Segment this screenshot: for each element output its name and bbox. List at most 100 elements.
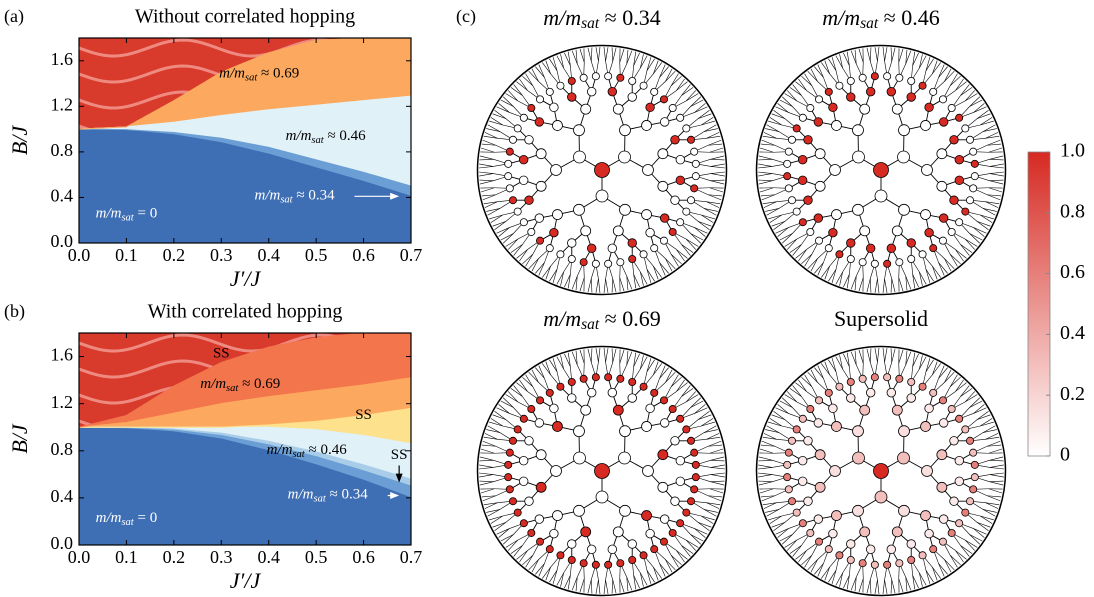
site <box>573 124 585 137</box>
site <box>607 387 618 398</box>
lattice-title-base: m/m <box>822 5 860 30</box>
phase-region <box>79 333 411 428</box>
lattice-bond <box>919 355 923 370</box>
panel-title: Without correlated hopping <box>135 6 355 28</box>
site <box>947 104 956 113</box>
lattice-bond <box>777 528 789 538</box>
site <box>690 485 699 494</box>
site <box>687 436 696 445</box>
lattice-bond <box>490 214 503 223</box>
lattice-bond <box>701 515 715 521</box>
lattice-bond <box>759 448 774 454</box>
lattice-title: m/msat ≈ 0.46 <box>822 5 939 31</box>
site <box>961 124 970 133</box>
lattice-bond <box>665 559 673 573</box>
site <box>552 120 563 131</box>
lattice-bond <box>768 515 782 521</box>
site <box>690 448 699 457</box>
phase-region <box>79 427 411 545</box>
lattice-bond <box>843 274 850 288</box>
lattice-bond <box>681 545 694 554</box>
region-label-base: m/m <box>200 376 226 392</box>
lattice-bond <box>708 194 722 201</box>
site <box>513 124 522 133</box>
lattice-bond <box>490 418 503 427</box>
lattice-bond <box>690 96 702 107</box>
lattice-bond <box>965 391 976 403</box>
lattice-bond <box>697 411 710 420</box>
lattice-bond <box>481 194 496 197</box>
lattice-bond <box>925 57 931 71</box>
lattice-bond <box>762 436 777 440</box>
lattice-bond <box>765 208 780 212</box>
site <box>797 476 808 487</box>
lattice-bond <box>640 572 648 586</box>
lattice-bond <box>686 90 697 102</box>
site <box>642 164 654 176</box>
site <box>668 104 677 113</box>
lattice-bond <box>792 385 802 397</box>
site <box>659 236 668 245</box>
lattice-bond <box>516 550 528 560</box>
site <box>579 73 588 82</box>
region-label-sub: sat <box>280 195 293 206</box>
site <box>650 545 659 554</box>
site <box>567 377 576 386</box>
site <box>792 207 801 216</box>
site <box>586 86 597 97</box>
lattice-bond <box>949 555 961 566</box>
lattice-bond <box>494 110 507 119</box>
site <box>595 189 609 203</box>
lattice-bond <box>989 456 1004 461</box>
site <box>594 463 610 479</box>
lattice-bond <box>807 559 818 571</box>
lattice-bond <box>484 433 498 440</box>
lattice-bond <box>686 394 699 403</box>
lattice-bond <box>944 258 955 270</box>
phase-region <box>79 129 411 243</box>
site <box>831 120 842 131</box>
site <box>549 403 559 414</box>
site <box>954 476 965 487</box>
site <box>580 404 592 416</box>
panel-label: (a) <box>4 6 24 27</box>
site <box>929 545 938 554</box>
site <box>961 207 970 216</box>
lattice-bond <box>545 567 551 581</box>
lattice-bond <box>795 81 807 91</box>
site <box>628 377 637 386</box>
lattice-bond <box>571 577 578 591</box>
lattice-bond <box>703 429 718 433</box>
lattice-bond <box>549 269 558 282</box>
lattice-bond <box>884 348 888 363</box>
site <box>659 396 668 405</box>
region-label-base: m/m <box>96 206 122 222</box>
lattice-bond <box>987 444 1002 447</box>
lattice-bond <box>814 262 824 274</box>
lattice-bond <box>810 258 818 272</box>
region-label-rest: ≈ 0.46 <box>324 129 366 145</box>
site <box>898 504 910 517</box>
site <box>870 259 879 268</box>
lattice-bond <box>949 374 958 387</box>
lattice-bond <box>758 173 773 177</box>
lattice-bond <box>653 62 662 75</box>
lattice-bond <box>758 155 773 160</box>
lattice-bond <box>760 143 775 146</box>
lattice-bond <box>980 418 993 427</box>
lattice-bond <box>985 502 1000 506</box>
lattice-bond <box>955 382 967 392</box>
lattice-bond <box>710 171 726 174</box>
site <box>612 103 624 115</box>
x-tick-label: 0.5 <box>305 245 328 265</box>
lattice-bond <box>522 75 534 86</box>
lattice-bond <box>542 566 551 579</box>
lattice-bond <box>870 348 872 363</box>
site <box>798 414 807 423</box>
site <box>792 124 801 133</box>
region-label: m/msat ≈ 0.69 <box>200 376 280 394</box>
lattice-bond <box>965 539 978 548</box>
site <box>961 425 970 434</box>
lattice-bond <box>560 54 564 69</box>
lattice-bond <box>866 47 871 62</box>
